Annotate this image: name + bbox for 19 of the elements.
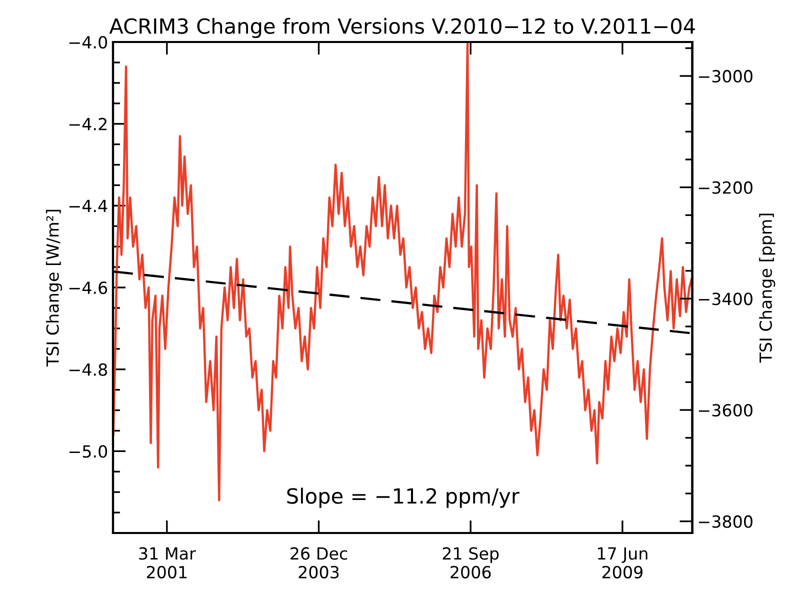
- annotation: Slope = −11.2 ppm/yr: [287, 488, 520, 508]
- y2-axis-title: TSI Change [ppm]: [759, 214, 776, 363]
- y-tick-label: −4.6: [69, 281, 108, 294]
- y2-tick-label: −3400: [698, 292, 752, 306]
- x-tick-label: 31 Mar 2001: [139, 547, 196, 578]
- y-axis-title: TSI Change [W/m²]: [46, 210, 62, 367]
- y-tick-label: −4.4: [69, 200, 108, 212]
- y-tick-label: −5.0: [69, 445, 108, 458]
- y-tick-label: −4.0: [69, 36, 108, 49]
- y-tick-label: −4.8: [69, 363, 107, 376]
- y2-tick-label: −3200: [698, 181, 752, 194]
- x-tick-label: 17 Jun 2009: [598, 547, 648, 578]
- chart-title: ACRIM3 Change from Versions V.2010−12 to V.2011−04: [109, 18, 695, 38]
- y-tick-label: −4.2: [69, 118, 106, 130]
- x-tick-label: 21 Sep 2006: [442, 547, 499, 578]
- y2-tick-label: −3000: [698, 70, 752, 83]
- x-tick-label: 26 Dec 2003: [290, 547, 348, 578]
- y2-tick-label: −3800: [698, 515, 752, 528]
- y2-tick-label: −3600: [698, 404, 752, 417]
